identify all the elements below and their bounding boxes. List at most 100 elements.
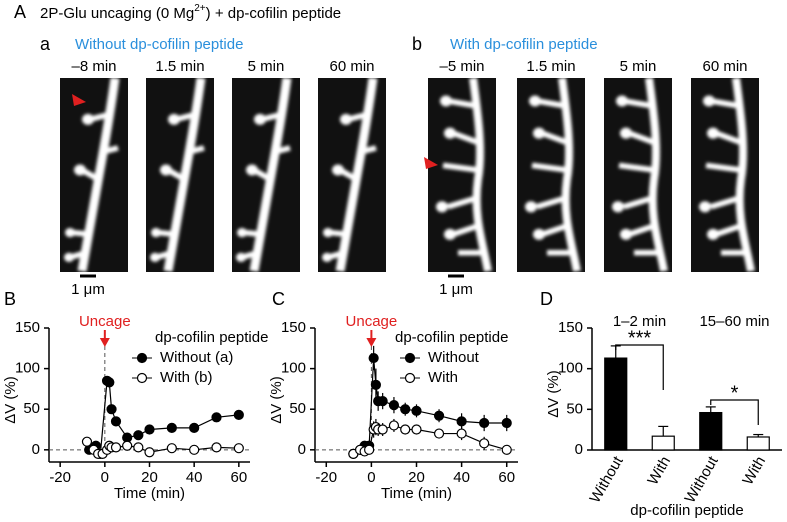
- time-label: 1.5 min: [526, 58, 575, 75]
- y-axis-label: ΔV (%): [2, 376, 19, 424]
- scale-bar-label: 1 μm: [439, 281, 473, 298]
- x-axis-label: Time (min): [381, 485, 452, 502]
- data-point: [377, 395, 388, 407]
- data-point: [456, 416, 467, 427]
- significance-bracket: [615, 344, 664, 390]
- data-point: [479, 438, 490, 449]
- time-label: –8 min: [71, 58, 116, 75]
- panel-label: a: [40, 34, 51, 54]
- y-tick-label: 150: [558, 319, 583, 336]
- uncage-arrowhead: [99, 338, 110, 347]
- legend-title: dp-cofilin peptide: [395, 329, 508, 346]
- data-point: [411, 405, 422, 416]
- bar: [604, 357, 628, 451]
- x-tick-label: 20: [141, 469, 158, 486]
- data-point: [233, 443, 244, 454]
- y-tick-label: 100: [558, 360, 583, 377]
- x-tick-label: With: [644, 453, 674, 487]
- data-point: [388, 400, 400, 411]
- uncage-label: Uncage: [346, 313, 398, 330]
- y-axis-label: ΔV (%): [268, 376, 285, 424]
- x-tick-label: 60: [498, 469, 515, 486]
- legend-label: Without (a): [160, 349, 233, 366]
- x-tick-label: Without: [586, 453, 627, 506]
- data-point: [233, 409, 244, 420]
- panel-label: B: [4, 289, 16, 309]
- condition-label: With dp-cofilin peptide: [450, 36, 598, 53]
- y-tick-label: 0: [32, 441, 40, 458]
- time-label: –5 min: [439, 58, 484, 75]
- data-point: [364, 444, 375, 455]
- title-part: 2P-Glu uncaging (0 Mg: [40, 5, 194, 22]
- legend-marker: [136, 372, 148, 384]
- x-tick-label: 40: [453, 469, 470, 486]
- title-sup: 2+: [194, 3, 206, 14]
- data-point: [479, 417, 490, 429]
- data-point: [377, 424, 388, 435]
- panel-label: D: [540, 289, 553, 309]
- data-point: [501, 444, 512, 455]
- data-point: [211, 412, 222, 423]
- time-label: 60 min: [702, 58, 747, 75]
- bar: [651, 435, 675, 451]
- data-point: [133, 442, 144, 453]
- time-label: 60 min: [329, 58, 374, 75]
- title-part: ) + dp-cofilin peptide: [206, 5, 342, 22]
- data-point: [368, 352, 379, 364]
- x-tick-label: 40: [186, 469, 203, 486]
- x-axis-label: Time (min): [114, 485, 185, 502]
- data-point: [110, 416, 122, 427]
- significance-label: ***: [628, 327, 652, 349]
- time-label: 5 min: [620, 58, 657, 75]
- bar: [699, 411, 723, 451]
- arrowhead: [72, 94, 86, 106]
- y-tick-label: 50: [289, 400, 306, 417]
- time-label: 5 min: [248, 58, 285, 75]
- x-tick-label: 0: [101, 469, 109, 486]
- panel-label: b: [412, 34, 422, 54]
- x-tick-label: -20: [49, 469, 71, 486]
- data-point: [104, 377, 115, 388]
- y-tick-label: 50: [23, 400, 40, 417]
- data-point: [370, 379, 381, 390]
- data-point: [122, 440, 133, 451]
- data-point: [189, 422, 200, 433]
- data-point: [166, 422, 177, 433]
- y-tick-label: 0: [298, 441, 306, 458]
- arrowhead: [424, 157, 438, 169]
- data-point: [211, 442, 222, 453]
- legend-marker: [136, 352, 148, 364]
- data-point: [501, 417, 512, 429]
- data-point: [456, 428, 467, 439]
- scale-bar-label: 1 μm: [71, 281, 105, 298]
- data-point: [144, 424, 155, 435]
- data-point: [400, 404, 411, 415]
- legend-label: Without: [428, 349, 480, 366]
- x-tick-label: 20: [408, 469, 425, 486]
- data-point: [81, 436, 93, 447]
- uncage-arrowhead: [366, 338, 377, 347]
- y-axis-label: ΔV (%): [545, 370, 562, 418]
- panel-label: C: [272, 289, 285, 309]
- y-tick-label: 100: [281, 360, 306, 377]
- data-point: [106, 404, 117, 415]
- significance-bracket: [710, 399, 759, 425]
- y-tick-label: 100: [15, 360, 40, 377]
- y-tick-label: 150: [281, 319, 306, 336]
- y-tick-label: 50: [566, 400, 583, 417]
- condition-label: Without dp-cofilin peptide: [75, 36, 243, 53]
- x-axis-label: dp-cofilin peptide: [630, 502, 743, 519]
- x-tick-label: 0: [367, 469, 375, 486]
- data-point: [189, 444, 200, 455]
- significance-label: *: [731, 382, 739, 404]
- x-tick-label: -20: [315, 469, 337, 486]
- data-point: [411, 424, 422, 435]
- figure-title: 2P-Glu uncaging (0 Mg2+) + dp-cofilin pe…: [40, 3, 341, 22]
- x-tick-label: Without: [681, 453, 722, 506]
- legend-marker: [404, 372, 416, 384]
- data-point: [133, 430, 144, 441]
- legend-label: With (b): [160, 369, 213, 386]
- bar: [746, 436, 770, 451]
